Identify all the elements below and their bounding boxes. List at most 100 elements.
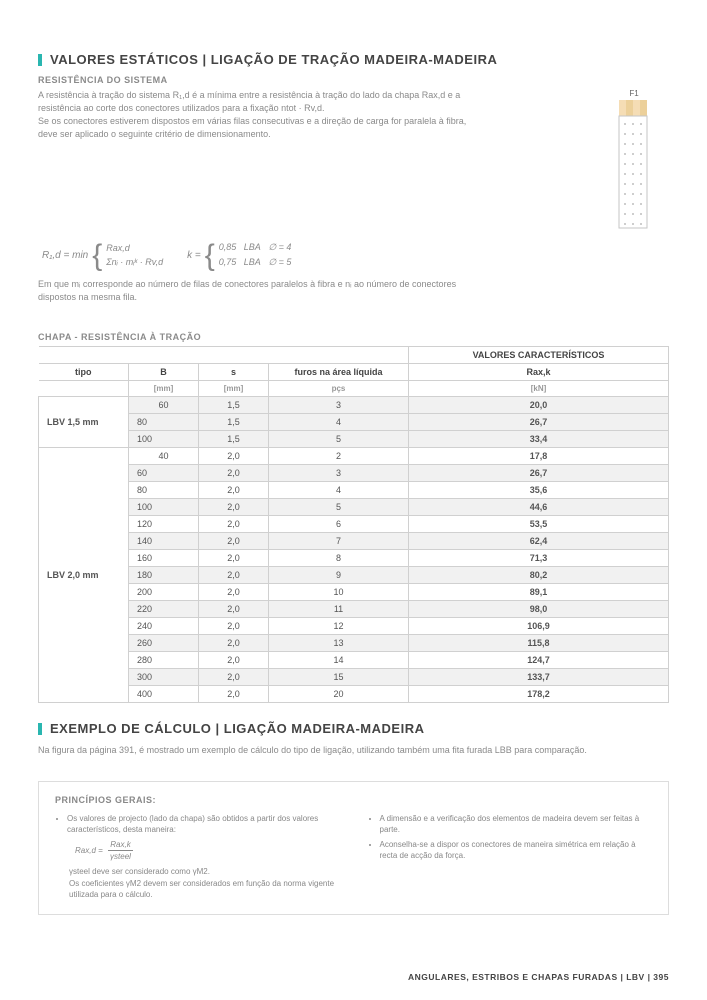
section2-para: Na figura da página 391, é mostrado um e…: [38, 744, 669, 757]
k-lhs: k =: [187, 250, 201, 261]
data-cell: 240: [129, 618, 199, 635]
table-row: 1001,5533,4: [39, 431, 669, 448]
data-cell: 124,7: [409, 652, 669, 669]
data-cell: 4: [269, 482, 409, 499]
accent-bar-icon: [38, 54, 42, 66]
intro-row: A resistência à tração do sistema R₁,d é…: [38, 89, 669, 230]
k1a: 0,85: [219, 242, 237, 252]
data-cell: 300: [129, 669, 199, 686]
data-cell: 20: [269, 686, 409, 703]
data-cell: 3: [269, 397, 409, 414]
data-cell: 80,2: [409, 567, 669, 584]
data-cell: 260: [129, 635, 199, 652]
data-cell: 98,0: [409, 601, 669, 618]
post-formula-text: Em que mᵢ corresponde ao número de filas…: [38, 278, 468, 304]
data-cell: 220: [129, 601, 199, 618]
u1: [mm]: [129, 381, 199, 397]
formula-top: Rax,d: [106, 243, 163, 253]
data-cell: 7: [269, 533, 409, 550]
type-cell: LBV 1,5 mm: [39, 397, 129, 448]
data-cell: 2: [269, 448, 409, 465]
data-cell: 26,7: [409, 414, 669, 431]
data-cell: 13: [269, 635, 409, 652]
table-row: 2402,012106,9: [39, 618, 669, 635]
data-cell: 17,8: [409, 448, 669, 465]
data-cell: 1,5: [199, 414, 269, 431]
u2: [mm]: [199, 381, 269, 397]
table-body: LBV 1,5 mm601,5320,0801,5426,71001,5533,…: [39, 397, 669, 703]
data-cell: 2,0: [199, 482, 269, 499]
data-cell: 2,0: [199, 584, 269, 601]
data-cell: 2,0: [199, 686, 269, 703]
th-tipo: tipo: [39, 364, 129, 381]
data-cell: 1,5: [199, 397, 269, 414]
data-cell: 160: [129, 550, 199, 567]
f1-diagram: F1: [599, 89, 669, 230]
table-row: 2202,01198,0: [39, 601, 669, 618]
data-cell: 180: [129, 567, 199, 584]
data-cell: 40: [129, 448, 199, 465]
table-row: 1802,0980,2: [39, 567, 669, 584]
brace-icon: {: [205, 245, 215, 266]
k2a: 0,75: [219, 257, 237, 267]
data-cell: 12: [269, 618, 409, 635]
data-cell: 2,0: [199, 601, 269, 618]
pform-num: Rax,k: [108, 839, 132, 850]
principles-right2: Aconselha-se a dispor os conectores de m…: [380, 839, 653, 861]
pform-lhs: Rax,d =: [75, 846, 103, 855]
data-cell: 71,3: [409, 550, 669, 567]
th-raxk: Rax,k: [409, 364, 669, 381]
k2b: LBA: [244, 257, 261, 267]
data-cell: 2,0: [199, 533, 269, 550]
table-row: 1602,0871,3: [39, 550, 669, 567]
table-row: 1002,0544,6: [39, 499, 669, 516]
data-cell: 10: [269, 584, 409, 601]
data-cell: 9: [269, 567, 409, 584]
th-furos: furos na área líquida: [269, 364, 409, 381]
data-cell: 33,4: [409, 431, 669, 448]
principles-left3: Os coeficientes γM2 devem ser considerad…: [69, 878, 340, 900]
super-right: VALORES CARACTERÍSTICOS: [409, 347, 669, 364]
table-title: CHAPA - RESISTÊNCIA À TRAÇÃO: [38, 332, 669, 342]
data-cell: 60: [129, 397, 199, 414]
table-row: 2802,014124,7: [39, 652, 669, 669]
data-cell: 80: [129, 414, 199, 431]
plate-icon: [614, 100, 654, 230]
data-cell: 115,8: [409, 635, 669, 652]
data-cell: 6: [269, 516, 409, 533]
principles-box: PRINCÍPIOS GERAIS: Os valores de project…: [38, 781, 669, 915]
data-cell: 280: [129, 652, 199, 669]
table-row: 3002,015133,7: [39, 669, 669, 686]
table-row: 2602,013115,8: [39, 635, 669, 652]
section2-title-text: EXEMPLO DE CÁLCULO | LIGAÇÃO MADEIRA-MAD…: [50, 721, 424, 736]
brace-icon: {: [92, 245, 102, 266]
data-cell: 35,6: [409, 482, 669, 499]
th-b: B: [129, 364, 199, 381]
table-row: 801,5426,7: [39, 414, 669, 431]
data-cell: 3: [269, 465, 409, 482]
th-s: s: [199, 364, 269, 381]
resistance-table: VALORES CARACTERÍSTICOS tipo B s furos n…: [38, 346, 669, 703]
data-cell: 26,7: [409, 465, 669, 482]
formula-k: k = { 0,85 LBA ∅ = 4 0,75 LBA ∅ = 5: [187, 242, 291, 268]
principles-left2: γsteel deve ser considerado como γM2.: [69, 866, 340, 877]
data-cell: 5: [269, 499, 409, 516]
table-row: LBV 2,0 mm402,0217,8: [39, 448, 669, 465]
k2c: ∅ = 5: [268, 257, 291, 267]
table-row: 2002,01089,1: [39, 584, 669, 601]
data-cell: 2,0: [199, 448, 269, 465]
table-row: 802,0435,6: [39, 482, 669, 499]
u0: [39, 381, 129, 397]
data-cell: 62,4: [409, 533, 669, 550]
formula-bot: Σnᵢ · mᵢᵏ · Rv,d: [106, 257, 163, 267]
data-cell: 4: [269, 414, 409, 431]
formula-row: R₁,d = min { Rax,d Σnᵢ · mᵢᵏ · Rv,d k = …: [42, 242, 665, 268]
data-cell: 5: [269, 431, 409, 448]
k1c: ∅ = 4: [268, 242, 291, 252]
data-cell: 60: [129, 465, 199, 482]
data-cell: 2,0: [199, 499, 269, 516]
formula-lhs: R₁,d = min: [42, 250, 88, 261]
data-cell: 15: [269, 669, 409, 686]
f1-label: F1: [629, 89, 638, 98]
table-row: 4002,020178,2: [39, 686, 669, 703]
